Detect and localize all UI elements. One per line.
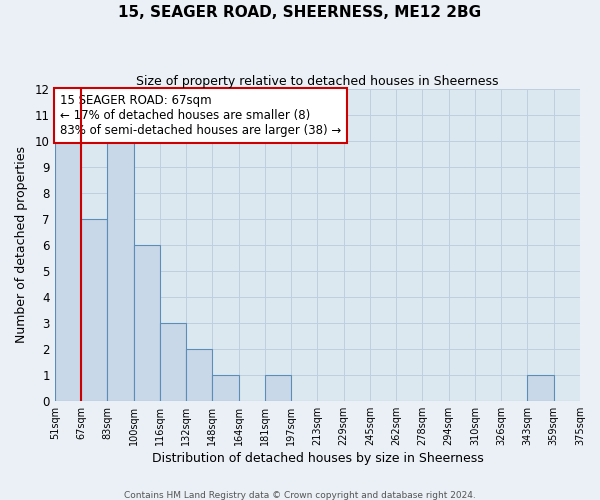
Text: Contains HM Land Registry data © Crown copyright and database right 2024.: Contains HM Land Registry data © Crown c… (124, 490, 476, 500)
Bar (265, 375, 291, 401)
Title: Size of property relative to detached houses in Sheerness: Size of property relative to detached ho… (136, 75, 499, 88)
Y-axis label: Number of detached properties: Number of detached properties (15, 146, 28, 344)
X-axis label: Distribution of detached houses by size in Sheerness: Distribution of detached houses by size … (152, 452, 483, 465)
Bar (160, 323, 186, 401)
Bar (527, 375, 554, 401)
Text: 15, SEAGER ROAD, SHEERNESS, ME12 2BG: 15, SEAGER ROAD, SHEERNESS, ME12 2BG (118, 5, 482, 20)
Text: 15 SEAGER ROAD: 67sqm
← 17% of detached houses are smaller (8)
83% of semi-detac: 15 SEAGER ROAD: 67sqm ← 17% of detached … (60, 94, 341, 137)
Bar (186, 349, 212, 401)
Bar (107, 141, 134, 401)
Bar (55, 141, 81, 401)
Bar (134, 245, 160, 401)
Bar (212, 375, 239, 401)
Bar (81, 219, 107, 401)
